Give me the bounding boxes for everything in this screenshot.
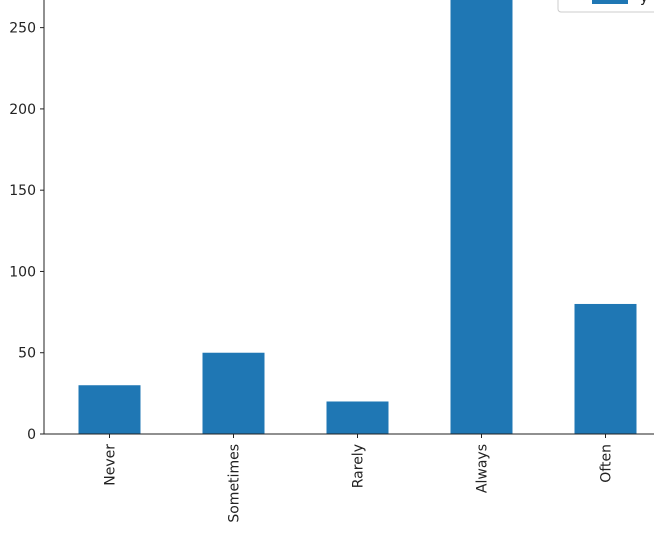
bar [326, 401, 389, 434]
y-tick-label: 0 [27, 427, 36, 443]
y-tick-label: 150 [9, 183, 36, 199]
plot-area [78, 0, 637, 434]
legend-label: y [640, 0, 648, 6]
bar [78, 385, 141, 434]
bar [450, 0, 513, 434]
y-tick-label: 250 [9, 21, 36, 37]
y-tick-label: 100 [9, 264, 36, 280]
bar [202, 352, 265, 434]
x-tick-label: Rarely [351, 444, 367, 488]
x-tick-label: Often [599, 444, 615, 483]
y-tick-label: 200 [9, 102, 36, 118]
x-tick-label: Never [103, 444, 119, 486]
legend-box [557, 0, 654, 13]
x-tick-label: Sometimes [227, 444, 243, 523]
y-tick-label: 50 [18, 346, 36, 362]
bar [574, 303, 637, 434]
legend-swatch [592, 0, 628, 4]
x-tick-label: Always [475, 444, 491, 493]
